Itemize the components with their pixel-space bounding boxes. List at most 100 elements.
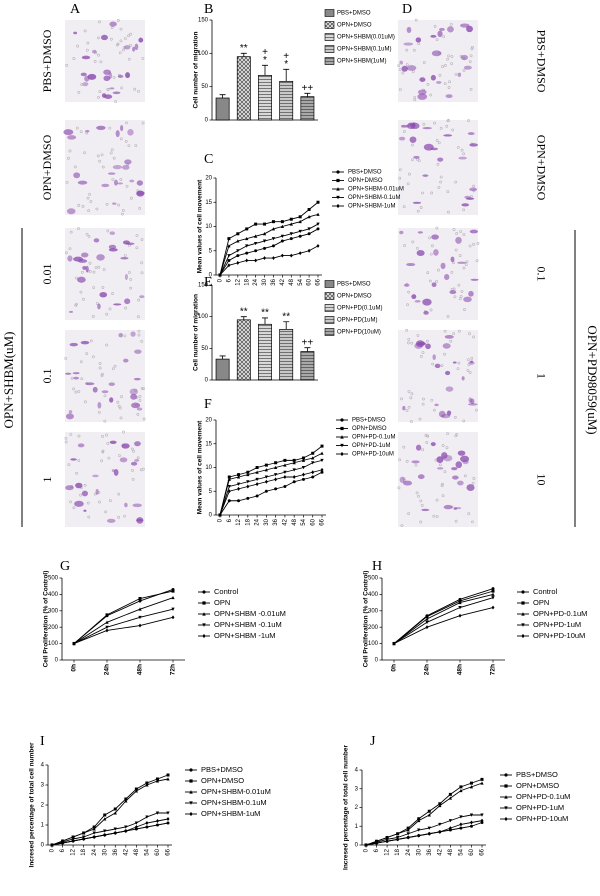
cell (103, 75, 111, 82)
marker (255, 482, 259, 487)
pore (407, 390, 411, 394)
cell (101, 183, 110, 188)
cell (82, 82, 89, 87)
marker (271, 256, 275, 260)
significance-mark: ++ (302, 83, 314, 94)
marker (316, 212, 320, 216)
cell (413, 155, 420, 159)
marker (491, 589, 495, 593)
legend-label: OPN+SHBM-0.1uM (348, 195, 401, 201)
cell (444, 274, 450, 281)
legend-label: OPN+PD(10uM) (337, 330, 381, 336)
row-label: PBS+DMSO (40, 29, 54, 92)
pore (75, 276, 78, 280)
marker (504, 784, 508, 788)
pore (405, 459, 409, 463)
legend-label: OPN+PD(1uM) (337, 318, 378, 324)
pore (398, 176, 402, 180)
marker (155, 779, 160, 783)
cell (411, 460, 420, 464)
pore (98, 159, 102, 163)
pore (417, 494, 420, 498)
pore (77, 91, 81, 94)
cell (68, 410, 73, 414)
marker (301, 458, 306, 462)
y-axis-label: Incresed percentage of total cell number (29, 742, 36, 867)
x-tick-label: 36 (113, 848, 119, 855)
x-tick-label: 48h (137, 664, 144, 675)
pore (443, 64, 447, 67)
y-tick-label: 0 (355, 843, 359, 849)
pore (100, 372, 104, 376)
marker (521, 601, 525, 605)
pore (463, 474, 467, 478)
cell (457, 450, 466, 456)
pore (89, 200, 93, 203)
marker (289, 253, 293, 258)
x-tick-label: 0 (50, 848, 56, 852)
cell (443, 134, 453, 137)
x-tick-label: 42 (280, 278, 286, 285)
pore (81, 204, 85, 208)
pore (119, 137, 123, 141)
marker (92, 827, 96, 831)
pore (425, 441, 429, 444)
pore (422, 61, 426, 64)
pore (97, 96, 100, 99)
cell (113, 303, 122, 306)
cell (455, 461, 463, 469)
x-tick-label: 48 (448, 848, 454, 855)
pore (451, 128, 455, 132)
marker (458, 600, 462, 605)
cell (99, 291, 108, 298)
cell (470, 398, 475, 405)
x-tick-label: 48 (289, 278, 295, 285)
pore (75, 471, 78, 475)
pore (138, 399, 142, 402)
marker (138, 615, 142, 620)
pore (472, 477, 476, 480)
pore (415, 246, 419, 250)
pore (419, 206, 423, 209)
pore (436, 162, 440, 166)
pore (64, 436, 68, 440)
pore (105, 312, 109, 316)
marker (274, 477, 278, 482)
marker (103, 833, 107, 837)
y-tick-label: 10 (205, 224, 212, 230)
pore (77, 434, 81, 438)
pore (470, 47, 474, 51)
row-label: OPN+DMSO (40, 134, 54, 200)
cell (439, 27, 445, 31)
pore (449, 339, 453, 343)
marker (438, 829, 442, 834)
pore (449, 22, 453, 26)
marker (298, 234, 302, 238)
pore (88, 261, 92, 265)
cell (74, 500, 84, 507)
significance-mark: * (263, 55, 267, 66)
cell (134, 441, 141, 447)
pore (86, 196, 90, 200)
pore (120, 86, 123, 90)
pore (419, 499, 423, 503)
pore (101, 286, 105, 289)
pore (440, 484, 444, 488)
cell (122, 164, 130, 170)
pore (135, 234, 139, 237)
marker (301, 466, 306, 470)
marker (504, 806, 508, 810)
x-tick-label: 72h (490, 664, 497, 675)
x-tick-label: 36 (273, 518, 279, 525)
marker (469, 820, 473, 825)
pore (69, 432, 73, 436)
error-bar (219, 355, 226, 360)
marker (480, 777, 484, 781)
marker (425, 625, 429, 630)
significance-mark: ** (240, 306, 248, 317)
pore (135, 246, 139, 250)
series-line (51, 812, 168, 846)
pore (455, 232, 459, 235)
cell (455, 236, 462, 244)
marker (274, 487, 278, 491)
